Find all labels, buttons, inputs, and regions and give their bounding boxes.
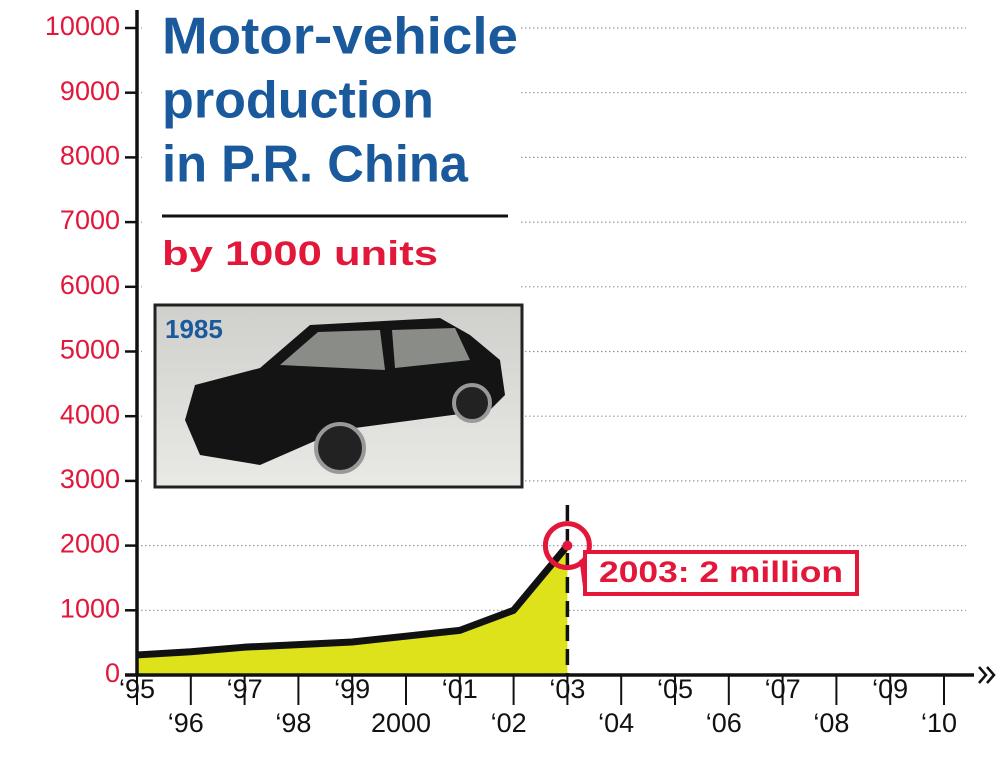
x-tick-label: 2000 (371, 708, 431, 738)
x-tick-label: ‘09 (872, 674, 908, 704)
chart-title: Motor-vehicle (162, 8, 518, 66)
x-tick-label: ‘07 (765, 674, 801, 704)
x-tick-label: ‘06 (706, 708, 742, 738)
x-tick-label: ‘10 (921, 708, 957, 738)
y-tick-label: 5000 (60, 335, 120, 365)
annotation: 2003: 2 million (599, 556, 843, 589)
x-tick-label: ‘05 (657, 674, 693, 704)
axis-arrow (979, 667, 994, 683)
x-tick-label: ‘01 (442, 674, 478, 704)
y-tick-label: 10000 (45, 11, 120, 41)
highlight-dot (562, 541, 572, 551)
x-tick-label: ‘97 (227, 674, 263, 704)
x-tick-label: ‘02 (491, 708, 527, 738)
subtitle: by 1000 units (162, 235, 438, 273)
x-tick-label: ‘03 (549, 674, 585, 704)
x-tick-label: ‘99 (334, 674, 370, 704)
car-wheel (316, 424, 364, 472)
y-tick-label: 7000 (60, 205, 120, 235)
y-tick-label: 6000 (60, 270, 120, 300)
x-tick-label: ‘96 (168, 708, 204, 738)
x-tick-label: ‘98 (275, 708, 311, 738)
y-tick-label: 2000 (60, 529, 120, 559)
x-tick-label: ‘95 (119, 674, 155, 704)
chart-title: in P.R. China (162, 136, 469, 194)
y-tick-label: 0 (105, 658, 120, 688)
y-tick-label: 4000 (60, 399, 120, 429)
photo-label: 1985 (165, 314, 223, 344)
x-tick-label: ‘04 (598, 708, 634, 738)
y-tick-label: 1000 (60, 593, 120, 623)
y-tick-label: 8000 (60, 141, 120, 171)
y-tick-label: 3000 (60, 464, 120, 494)
car-wheel (454, 385, 490, 421)
chart-title: production (162, 72, 434, 130)
chart: 0 1000 2000 3000 4000 5000 6000 7000 8000 9000 100… (0, 0, 1003, 771)
y-tick-label: 9000 (60, 76, 120, 106)
x-tick-label: ‘08 (813, 708, 849, 738)
